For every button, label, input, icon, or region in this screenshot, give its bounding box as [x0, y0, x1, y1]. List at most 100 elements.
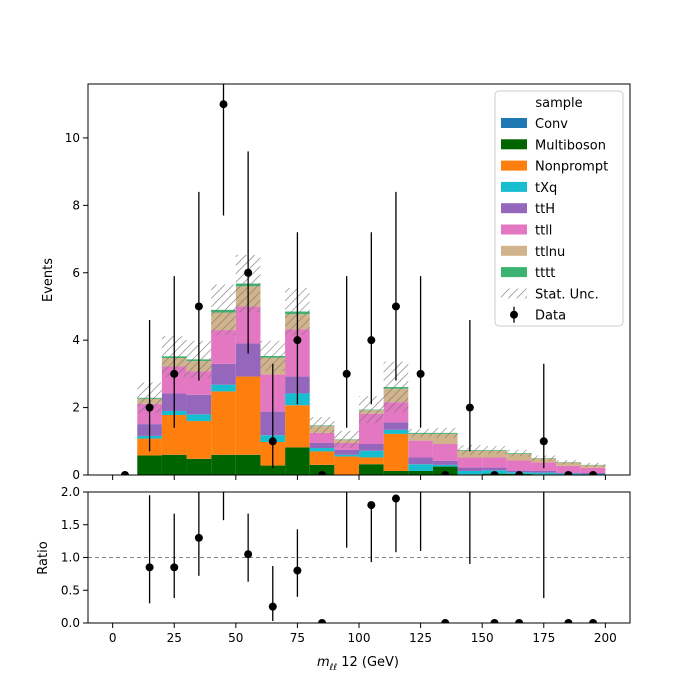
- bar-multiboson-bin-12: [432, 466, 458, 475]
- ratio-point-10: [391, 494, 400, 503]
- bar-ttlnu-bin-14: [482, 450, 507, 458]
- data-point-13: [441, 471, 450, 475]
- ratio-xtick-label-175: 175: [532, 631, 555, 645]
- ratio-ytick-label-1.5: 1.5: [61, 518, 80, 532]
- bar-ttlnu-bin-15: [506, 453, 532, 461]
- ratio-ytick-label-0.5: 0.5: [61, 583, 80, 597]
- ratio-point-14: [490, 619, 499, 623]
- bar-ttlnu-bin-11: [408, 433, 433, 441]
- legend-swatch-txq: [501, 181, 527, 192]
- legend-swatch-nonprompt: [501, 160, 527, 171]
- data-point-3: [194, 302, 203, 311]
- legend-swatch-conv: [501, 118, 527, 128]
- bar-multiboson-bin-5: [260, 465, 286, 475]
- bar-multiboson-bin-0: [137, 455, 162, 475]
- ratio-xtick-label-125: 125: [409, 631, 432, 645]
- bar-nonprompt-bin-7: [309, 451, 335, 465]
- data-point-15: [490, 471, 499, 475]
- data-point-16: [515, 471, 524, 475]
- ratio-frame: [87, 491, 631, 624]
- bar-tth-bin-7: [309, 442, 335, 449]
- main-plot: 0 2 4 6 8 10: [65, 83, 631, 482]
- bar-tth-bin-8: [334, 449, 359, 455]
- bar-ttll-bin-18: [580, 467, 606, 473]
- ratio-point-0: [145, 563, 154, 572]
- bar-txq-bin-11: [408, 464, 433, 471]
- data-point-10: [367, 336, 376, 345]
- bar-tth-bin-12: [432, 460, 458, 465]
- bar-txq-bin-8: [334, 454, 359, 457]
- main-y-axis-label: Events: [41, 258, 56, 302]
- ratio-points: [145, 492, 598, 623]
- legend-swatch-ttll: [501, 224, 527, 235]
- ratio-ytick-label-0: 0.0: [61, 616, 80, 630]
- ratio-xtick-label-0: 0: [109, 631, 117, 645]
- bar-txq-bin-13: [457, 470, 483, 475]
- bar-txq-bin-3: [211, 384, 236, 392]
- bar-txq-bin-2: [186, 414, 212, 422]
- stat-unc-bin-12: [432, 427, 458, 438]
- main-ytick-label-0: 0: [72, 468, 80, 482]
- data-point-4: [219, 100, 228, 109]
- ratio-xtick-label-200: 200: [594, 631, 617, 645]
- ratio-plot: 0.0 0.5 1.0 1.5 2.0 0 25 50 75 100 125 150 175 200: [61, 485, 631, 645]
- bar-nonprompt-bin-2: [186, 421, 212, 459]
- bar-multiboson-bin-7: [309, 464, 335, 475]
- bar-ttll-bin-13: [457, 457, 483, 468]
- x-axis-label-main: m: [317, 655, 330, 670]
- bar-ttll-bin-14: [482, 457, 507, 468]
- ratio-xtick-label-50: 50: [228, 631, 243, 645]
- bar-multiboson-bin-10: [383, 470, 409, 475]
- data-point-14: [465, 403, 474, 412]
- data-point-1: [145, 403, 154, 412]
- bar-nonprompt-bin-3: [211, 391, 236, 455]
- legend-title: sample: [535, 96, 582, 111]
- bar-ttll-bin-17: [556, 465, 581, 473]
- legend-swatch-tth: [501, 203, 527, 214]
- bar-tth-bin-14: [482, 467, 507, 471]
- bar-multiboson-bin-9: [359, 464, 384, 475]
- ratio-point-17: [564, 619, 573, 623]
- ratio-ytick-label-1: 1.0: [61, 551, 80, 565]
- data-point-11: [391, 302, 400, 311]
- ratio-ytick-label-2: 2.0: [61, 485, 80, 499]
- ratio-y-axis-label: Ratio: [36, 541, 51, 574]
- bar-nonprompt-bin-8: [334, 456, 359, 475]
- ratio-xtick-label-25: 25: [167, 631, 182, 645]
- ratio-point-12: [441, 619, 450, 623]
- stat-unc-bin-18: [580, 462, 606, 467]
- data-point-12: [416, 369, 425, 378]
- ratio-point-5: [268, 602, 277, 611]
- stat-unc-bin-3: [211, 284, 236, 336]
- x-axis-label-subscript: ℓℓ: [329, 663, 337, 673]
- ratio-point-9: [367, 501, 376, 510]
- bar-multiboson-bin-3: [211, 454, 236, 475]
- legend-label-ttlnu: ttlnu: [535, 245, 565, 260]
- stat-unc-bin-14: [482, 446, 507, 455]
- data-point-18: [564, 471, 573, 475]
- bar-txq-bin-12: [432, 464, 458, 467]
- bar-nonprompt-bin-4: [235, 376, 261, 455]
- ratio-point-7: [318, 619, 327, 623]
- bar-multiboson-bin-11: [408, 470, 433, 475]
- ratio-point-4: [244, 550, 253, 559]
- stack-group: [137, 254, 606, 475]
- stat-unc-bin-8: [334, 430, 359, 448]
- stat-unc-bin-11: [408, 428, 433, 437]
- bar-nonprompt-bin-6: [285, 405, 310, 448]
- main-ytick-label-2: 2: [72, 401, 80, 415]
- legend-label-tth: ttH: [535, 202, 555, 217]
- bar-ttll-bin-7: [309, 432, 335, 443]
- data-points: [120, 84, 598, 475]
- legend-label-txq: tXq: [535, 181, 557, 196]
- bar-ttll-bin-15: [506, 460, 532, 471]
- main-ytick-label-10: 10: [65, 131, 80, 145]
- data-point-5: [244, 268, 253, 277]
- main-ytick-label-4: 4: [72, 333, 80, 347]
- legend-swatch-ttlnu: [501, 245, 527, 256]
- legend-swatch-multiboson: [501, 139, 527, 150]
- legend: sample Conv Multiboson Nonprompt tXq ttH ttll t…: [494, 90, 624, 327]
- data-point-7: [293, 336, 302, 345]
- bar-nonprompt-bin-9: [359, 457, 384, 465]
